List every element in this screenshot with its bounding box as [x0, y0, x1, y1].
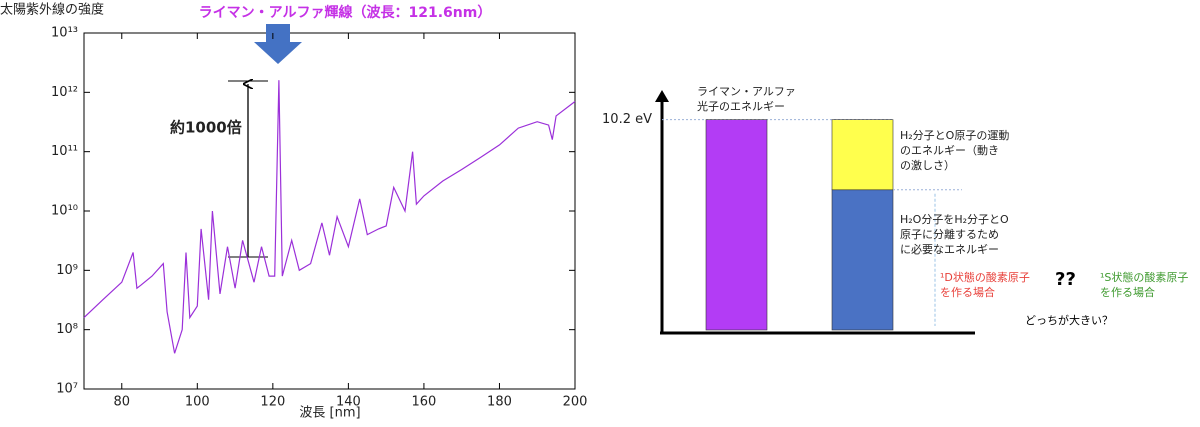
arrow-label: 約1000倍	[170, 119, 242, 137]
bar-segment	[831, 189, 894, 331]
y-tick-label: 10¹⁰	[51, 204, 78, 219]
annotation: ¹D状態の酸素原子 を作る場合	[940, 271, 1030, 299]
x-tick-label: 180	[487, 395, 512, 410]
annotation: ライマン・アルファ輝線（波長：121.6nm）	[199, 4, 492, 21]
legend-label: ライマン・アルファ 光子のエネルギー	[697, 85, 796, 113]
x-tick-label: 200	[563, 395, 588, 410]
legend-label: H₂O分子をH₂分子とO 原子に分離するため に必要なエネルギー	[900, 213, 1009, 256]
x-tick-label: 160	[412, 395, 437, 410]
legend-label: H₂分子とO原子の運動 のエネルギー（動き の激しさ）	[900, 129, 1010, 172]
x-tick-label: 140	[336, 395, 361, 410]
axis-arrowhead	[655, 90, 669, 102]
x-tick-label: 100	[185, 395, 210, 410]
y-tick-label: 10¹¹	[51, 144, 78, 159]
bar-segment	[831, 119, 894, 191]
pointer-arrow	[254, 24, 302, 64]
y-tick-label: 10.2 eV	[602, 112, 652, 127]
y-tick-label: 10¹²	[51, 85, 78, 100]
plot-frame	[83, 32, 576, 390]
x-tick-label: 80	[113, 395, 130, 410]
spectrum-line	[83, 80, 576, 354]
y-axis-label: 太陽紫外線の強度	[0, 2, 104, 18]
annotation: どっちが大きい？	[1025, 314, 1113, 327]
y-tick-label: 10⁹	[56, 263, 78, 278]
x-axis-label: 波長 [nm]	[299, 406, 360, 421]
y-tick-label: 10¹³	[51, 26, 78, 41]
annotation: ??	[1055, 269, 1076, 290]
y-tick-label: 10⁷	[56, 382, 78, 397]
y-tick-label: 10⁸	[56, 322, 78, 337]
annotation: ¹S状態の酸素原子 を作る場合	[1100, 271, 1189, 299]
bar-segment	[705, 119, 768, 331]
x-tick-label: 120	[260, 395, 285, 410]
